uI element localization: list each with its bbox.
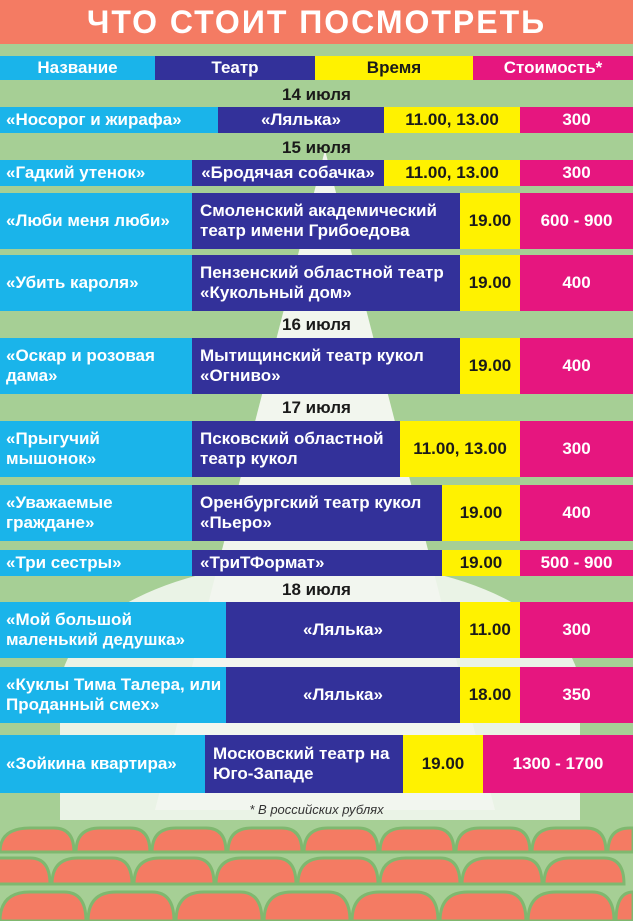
ticket-price: 350: [520, 667, 633, 723]
theatre-seats-illustration: [0, 822, 633, 921]
play-name: «Мой большой маленький дедушка»: [0, 602, 226, 658]
theatre-name: «ТриТФормат»: [192, 550, 442, 576]
date-label: 17 июля: [282, 398, 351, 417]
theatre-name: Смоленский академический театр имени Гри…: [192, 193, 460, 249]
table-row: «Три сестры» «ТриТФормат» 19.00 500 - 90…: [0, 550, 633, 576]
table-row: «Зойкина квартира» Московский театр на Ю…: [0, 735, 633, 793]
table-row: «Прыгучий мышонок» Псковский областной т…: [0, 421, 633, 477]
date-label: 16 июля: [282, 315, 351, 334]
play-name: «Куклы Тима Талера, или Проданный смех»: [0, 667, 226, 723]
theatre-name: Оренбургский театр кукол «Пьеро»: [192, 485, 442, 541]
theatre-name: Московский театр на Юго-Западе: [205, 735, 403, 793]
footnote: * В российских рублях: [249, 802, 384, 817]
table-row: «Мой большой маленький дедушка» «Лялька»…: [0, 602, 633, 658]
ticket-price: 1300 - 1700: [483, 735, 633, 793]
play-name: «Гадкий утенок»: [0, 160, 192, 186]
play-name: «Убить кароля»: [0, 255, 192, 311]
theatre-name: «Лялька»: [226, 667, 460, 723]
header-theatre: Театр: [155, 56, 315, 80]
theatre-name: Мытищинский театр кукол «Огниво»: [192, 338, 460, 394]
date-label: 15 июля: [282, 138, 351, 157]
show-time: 19.00: [460, 338, 520, 394]
show-time: 19.00: [442, 485, 520, 541]
show-time: 18.00: [460, 667, 520, 723]
table-row: «Убить кароля» Пензенский областной теат…: [0, 255, 633, 311]
date-label: 18 июля: [282, 580, 351, 599]
show-time: 11.00, 13.00: [384, 107, 520, 133]
show-time: 11.00, 13.00: [400, 421, 520, 477]
play-name: «Уважаемые граждане»: [0, 485, 192, 541]
play-name: «Носорог и жирафа»: [0, 107, 218, 133]
ticket-price: 300: [520, 160, 633, 186]
theatre-name: Псковский областной театр кукол: [192, 421, 400, 477]
show-time: 19.00: [403, 735, 483, 793]
show-time: 19.00: [442, 550, 520, 576]
show-time: 19.00: [460, 193, 520, 249]
header-row: Название Театр Время Стоимость*: [0, 56, 633, 80]
title-bar: [0, 0, 633, 44]
ticket-price: 400: [520, 255, 633, 311]
theatre-name: «Лялька»: [218, 107, 384, 133]
table-row: «Люби меня люби» Смоленский академически…: [0, 193, 633, 249]
ticket-price: 300: [520, 421, 633, 477]
show-time: 19.00: [460, 255, 520, 311]
header-time: Время: [315, 56, 473, 80]
theatre-name: Пензенский областной театр «Кукольный до…: [192, 255, 460, 311]
theatre-name: «Лялька»: [226, 602, 460, 658]
table-row: «Уважаемые граждане» Оренбургский театр …: [0, 485, 633, 541]
ticket-price: 600 - 900: [520, 193, 633, 249]
ticket-price: 500 - 900: [520, 550, 633, 576]
theatre-name: «Бродячая собачка»: [192, 160, 384, 186]
play-name: «Зойкина квартира»: [0, 735, 205, 793]
header-price: Стоимость*: [473, 56, 633, 80]
table-row: «Оскар и розовая дама» Мытищинский театр…: [0, 338, 633, 394]
ticket-price: 300: [520, 107, 633, 133]
play-name: «Три сестры»: [0, 550, 192, 576]
page-title: ЧТО СТОИТ ПОСМОТРЕТЬ: [86, 4, 547, 40]
ticket-price: 300: [520, 602, 633, 658]
table-row: «Гадкий утенок» «Бродячая собачка» 11.00…: [0, 160, 633, 186]
play-name: «Оскар и розовая дама»: [0, 338, 192, 394]
ticket-price: 400: [520, 338, 633, 394]
show-time: 11.00, 13.00: [384, 160, 520, 186]
table-row: «Носорог и жирафа» «Лялька» 11.00, 13.00…: [0, 107, 633, 133]
play-name: «Люби меня люби»: [0, 193, 192, 249]
table-row: «Куклы Тима Талера, или Проданный смех» …: [0, 667, 633, 723]
date-label: 14 июля: [282, 85, 351, 104]
show-time: 11.00: [460, 602, 520, 658]
play-name: «Прыгучий мышонок»: [0, 421, 192, 477]
ticket-price: 400: [520, 485, 633, 541]
header-name: Название: [0, 56, 155, 80]
